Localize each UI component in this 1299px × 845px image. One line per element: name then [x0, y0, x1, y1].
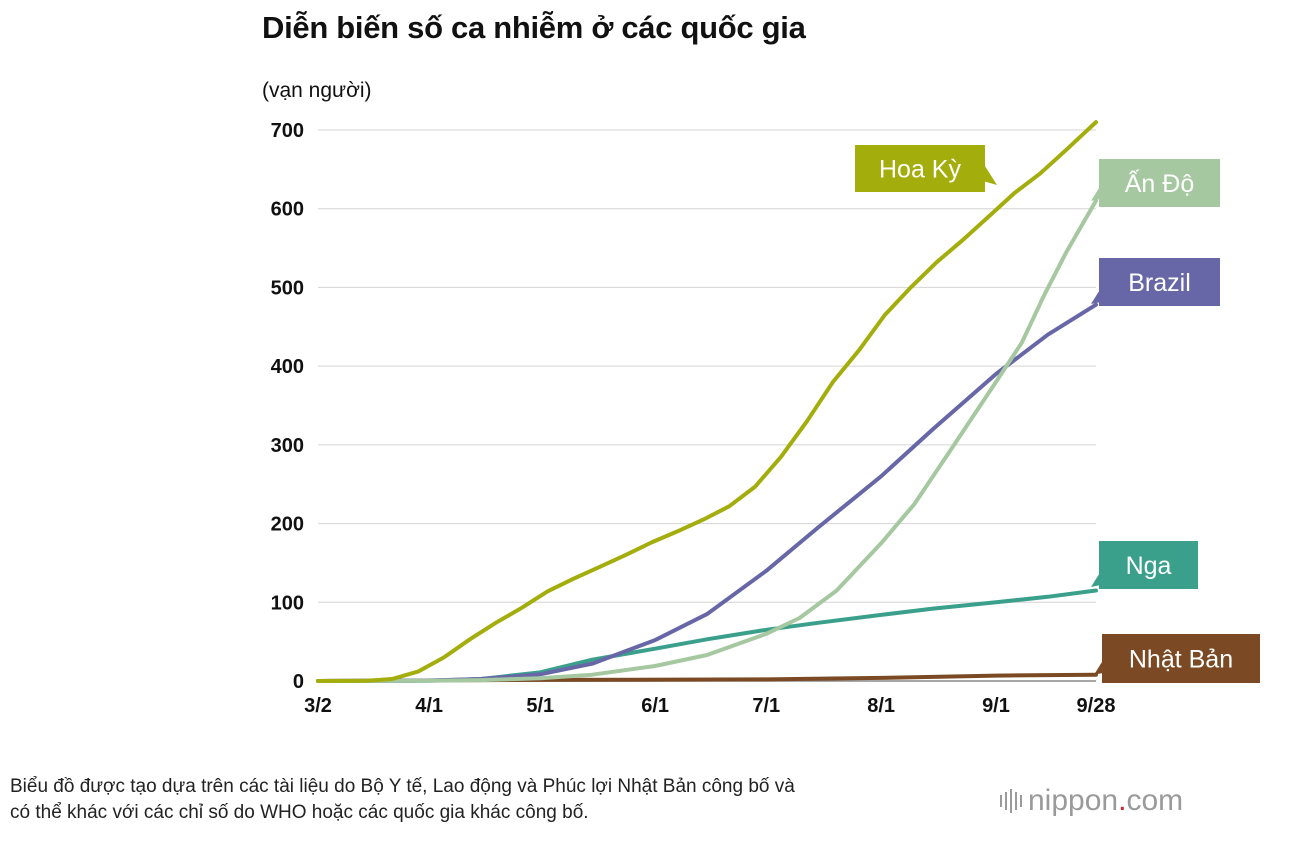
series-label-box	[1099, 541, 1198, 589]
footnote: Biểu đồ được tạo dựa trên các tài liệu d…	[10, 774, 990, 826]
nippon-logo: nippon.com	[1000, 784, 1183, 818]
x-axis: 3/2 4/1 5/1 6/1 7/1 8/1 9/1 9/28	[304, 695, 1115, 717]
x-tick-label: 6/1	[641, 695, 669, 717]
y-axis: (vạn người) 0 100 200 300 400 500 600 700	[262, 79, 372, 693]
series-line	[316, 198, 1098, 683]
brand-dot: .	[1118, 784, 1127, 817]
y-tick-label: 0	[293, 671, 304, 693]
series-label-pointer	[1091, 571, 1101, 587]
series-label-text: Nhật Bản	[1129, 646, 1233, 674]
series-label-box	[1099, 159, 1220, 207]
brand-tld: com	[1126, 784, 1184, 817]
series-lines	[316, 120, 1098, 683]
x-tick-label: 8/1	[867, 695, 895, 717]
y-tick-label: 400	[271, 356, 304, 378]
series-line	[316, 120, 1098, 683]
series-label-pointer	[1091, 184, 1101, 201]
series-line	[316, 588, 1098, 683]
series-label-text: Brazil	[1128, 269, 1191, 297]
y-tick-label: 700	[271, 120, 304, 142]
x-tick-label: 9/28	[1077, 695, 1116, 717]
series-labels: Hoa Kỳ Ấn Độ Brazil Nga Nhật Bản	[855, 145, 1260, 683]
footnote-line-2: có thể khác với các chỉ số do WHO hoặc c…	[10, 802, 589, 823]
series-label-text: Ấn Độ	[1125, 169, 1194, 198]
series-line	[316, 302, 1098, 683]
series-label-text: Hoa Kỳ	[879, 156, 961, 184]
series-label-box	[855, 145, 985, 192]
series-label-text: Nga	[1126, 552, 1172, 580]
y-tick-label: 300	[271, 435, 304, 457]
y-tick-label: 600	[271, 199, 304, 221]
footnote-line-1: Biểu đồ được tạo dựa trên các tài liệu d…	[10, 776, 795, 797]
series-label-pointer	[983, 163, 997, 185]
y-tick-label: 500	[271, 277, 304, 299]
y-tick-label: 200	[271, 514, 304, 536]
brand-name: nippon	[1028, 784, 1119, 817]
x-tick-label: 4/1	[415, 695, 443, 717]
brand-bars-icon	[1000, 789, 1022, 813]
series-label-pointer	[1094, 658, 1104, 675]
line-chart: (vạn người) 0 100 200 300 400 500 600 700 3/2 4/…	[262, 79, 1260, 717]
x-tick-label: 3/2	[304, 695, 332, 717]
x-tick-label: 9/1	[982, 695, 1010, 717]
x-tick-label: 5/1	[526, 695, 554, 717]
series-label-box	[1102, 634, 1260, 683]
x-tick-label: 7/1	[752, 695, 780, 717]
y-axis-unit-label: (vạn người)	[262, 79, 372, 102]
series-label-box	[1099, 258, 1220, 306]
series-label-pointer	[1091, 288, 1101, 304]
chart-title: Diễn biến số ca nhiễm ở các quốc gia	[262, 10, 806, 45]
y-tick-label: 100	[271, 592, 304, 614]
